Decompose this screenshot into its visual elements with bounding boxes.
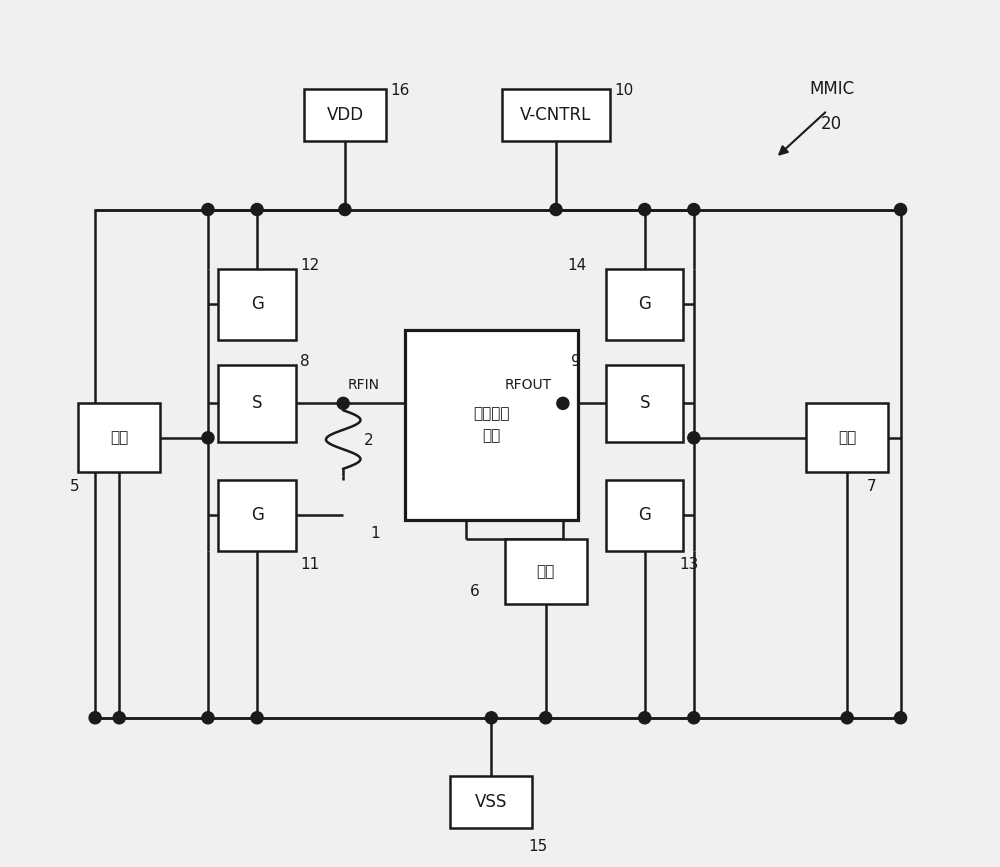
Text: VDD: VDD [326, 106, 364, 124]
Text: 1: 1 [371, 526, 380, 541]
Circle shape [251, 712, 263, 724]
Circle shape [688, 712, 700, 724]
Text: 7: 7 [867, 479, 876, 494]
Bar [304, 89, 386, 140]
Text: 15: 15 [528, 839, 547, 854]
Circle shape [113, 712, 125, 724]
Text: 9: 9 [571, 354, 581, 368]
Circle shape [841, 712, 853, 724]
Bar [450, 776, 532, 828]
Circle shape [895, 712, 907, 724]
Text: 5: 5 [70, 479, 79, 494]
Text: 钳位: 钳位 [537, 564, 555, 579]
Circle shape [251, 204, 263, 216]
Text: 14: 14 [567, 258, 586, 273]
Circle shape [557, 397, 569, 409]
Text: 6: 6 [470, 584, 480, 599]
Bar [606, 269, 683, 340]
Circle shape [688, 432, 700, 444]
Text: G: G [638, 506, 651, 525]
Circle shape [89, 712, 101, 724]
Text: S: S [252, 394, 262, 413]
Text: 16: 16 [390, 82, 410, 97]
Circle shape [540, 712, 552, 724]
Circle shape [550, 204, 562, 216]
Text: 钳位: 钳位 [838, 430, 856, 446]
Text: RFIN: RFIN [348, 378, 380, 392]
Text: 高频功能
电路: 高频功能 电路 [473, 407, 510, 444]
Text: RFOUT: RFOUT [504, 378, 551, 392]
Bar [405, 330, 578, 519]
Text: MMIC: MMIC [809, 80, 854, 97]
Circle shape [337, 397, 349, 409]
Bar [95, 210, 901, 718]
Text: G: G [251, 296, 264, 313]
Text: 10: 10 [614, 82, 633, 97]
Text: 2: 2 [364, 434, 374, 448]
Text: 12: 12 [300, 258, 319, 273]
Circle shape [202, 712, 214, 724]
Text: 11: 11 [300, 557, 319, 572]
Text: G: G [638, 296, 651, 313]
Circle shape [639, 712, 651, 724]
Bar [218, 365, 296, 442]
Text: 13: 13 [679, 557, 699, 572]
Text: VSS: VSS [475, 793, 508, 812]
Circle shape [485, 712, 497, 724]
Circle shape [339, 204, 351, 216]
Circle shape [895, 204, 907, 216]
Circle shape [202, 432, 214, 444]
Text: 钳位: 钳位 [110, 430, 128, 446]
Text: G: G [251, 506, 264, 525]
Bar [502, 89, 610, 140]
Text: S: S [639, 394, 650, 413]
Text: V-CNTRL: V-CNTRL [520, 106, 592, 124]
Bar [78, 403, 160, 473]
Bar [606, 365, 683, 442]
Bar [806, 403, 888, 473]
Bar [218, 480, 296, 551]
Bar [218, 269, 296, 340]
Circle shape [202, 204, 214, 216]
Bar [505, 539, 587, 603]
Circle shape [688, 204, 700, 216]
Text: 8: 8 [300, 354, 310, 368]
Bar [606, 480, 683, 551]
Text: 20: 20 [821, 114, 842, 133]
Circle shape [639, 204, 651, 216]
